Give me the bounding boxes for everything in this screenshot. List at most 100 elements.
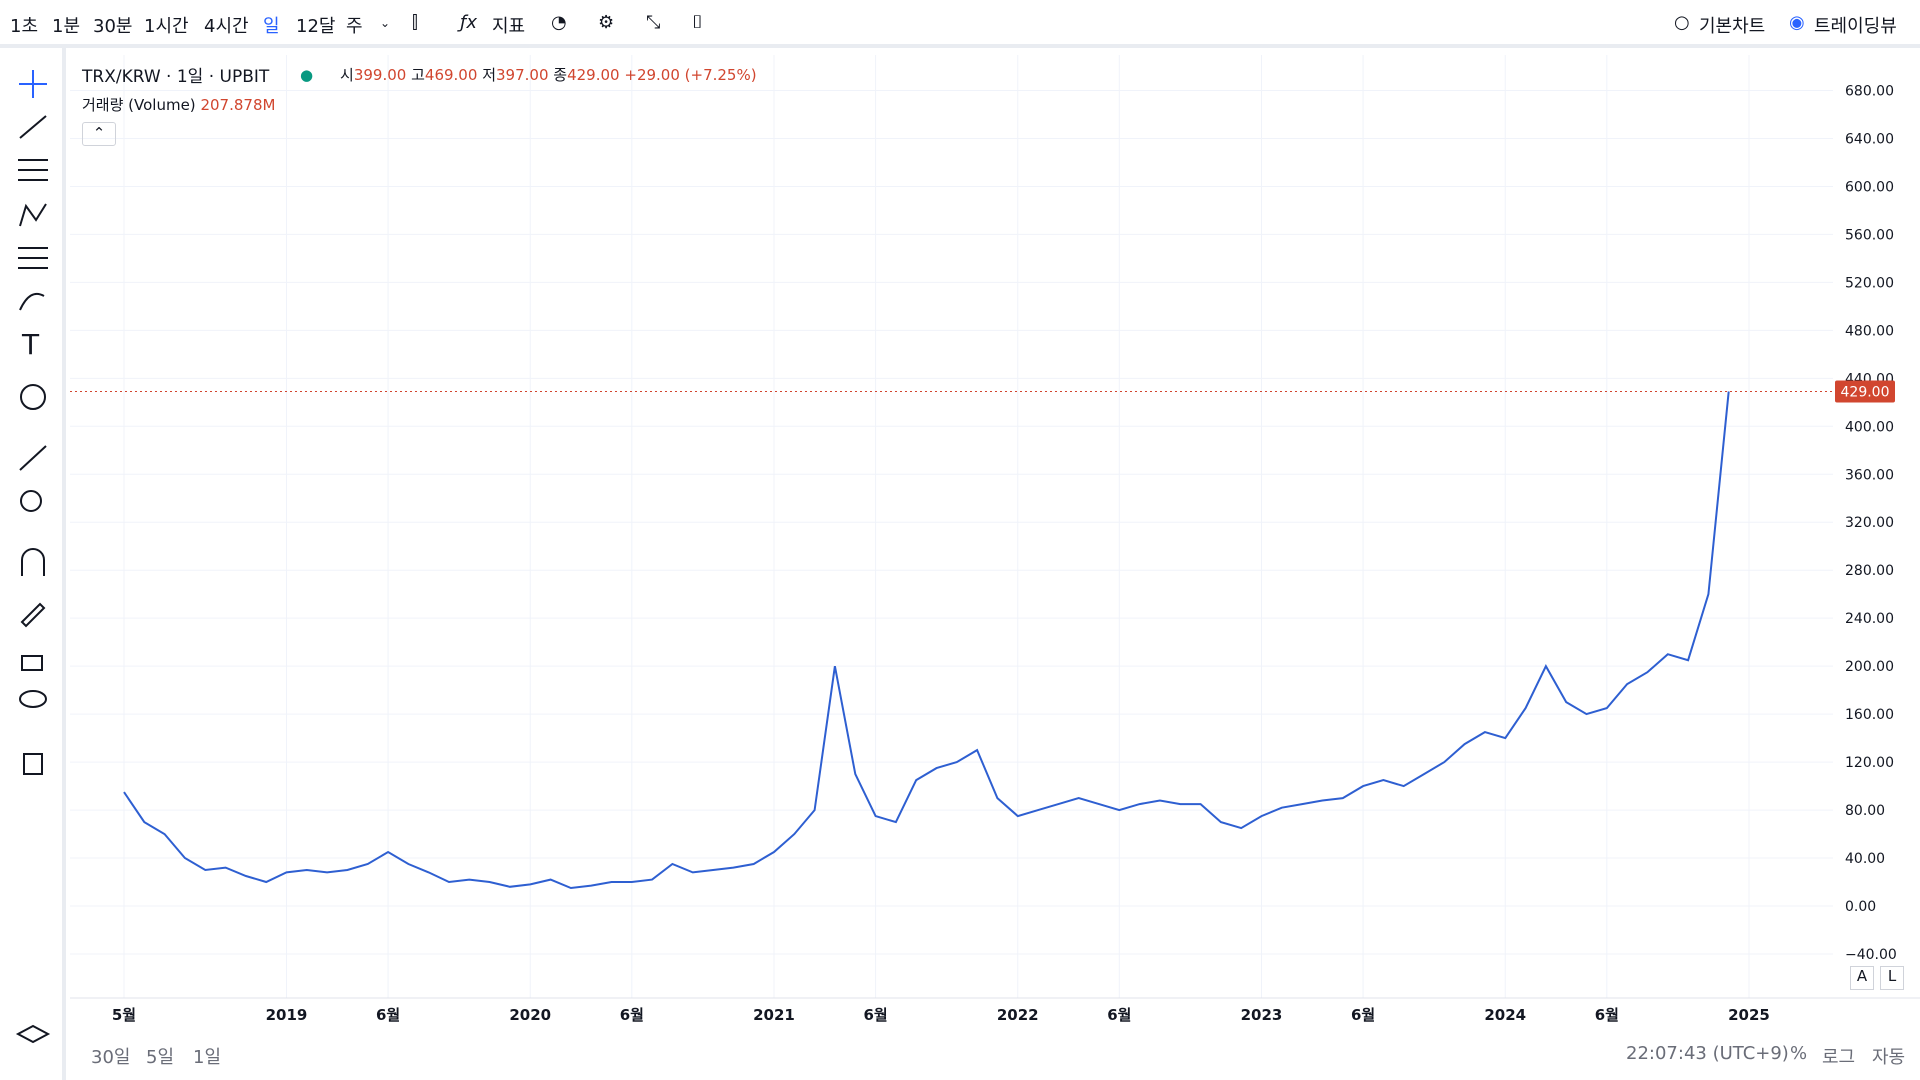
volume-value: 207.878M <box>200 96 276 114</box>
top-toolbar: 1초 1분 30분 1시간 4시간 일 12달 주 ⌄ ⫿ ƒx 지표 ◔ ⚙ … <box>0 0 1920 48</box>
y-tick-label: 680.00 <box>1845 83 1894 99</box>
x-tick-label: 6월 <box>1107 1006 1131 1024</box>
x-tick-label: 5월 <box>112 1006 136 1024</box>
y-tick-label: 320.00 <box>1845 515 1894 531</box>
interval[interactable]: 4시간 <box>204 16 249 37</box>
last-price-tag <box>1835 380 1895 403</box>
x-tick-label: 2020 <box>509 1006 551 1024</box>
y-tick-label: 280.00 <box>1845 563 1894 579</box>
interval[interactable]: 1시간 <box>144 16 189 37</box>
crosshair[interactable] <box>19 70 47 98</box>
range[interactable]: 5일 <box>146 1047 175 1068</box>
object-tree[interactable] <box>15 1024 51 1044</box>
tool-icons: T <box>15 70 51 1044</box>
symbol: TRX/KRW · 1일 · UPBIT <box>82 67 270 87</box>
hide-tool[interactable] <box>19 690 47 708</box>
x-tick-label: 2019 <box>266 1006 308 1024</box>
range[interactable]: 30일 <box>91 1047 131 1068</box>
left-toolbar: T <box>0 48 66 1080</box>
mode[interactable]: 기본차트 <box>1699 16 1766 37</box>
close: 429.00 <box>567 66 620 84</box>
low-label: 저 <box>482 66 496 84</box>
close-label: 종 <box>553 66 568 84</box>
open-label: 시 <box>340 66 354 84</box>
y-tick-label: 400.00 <box>1845 419 1894 435</box>
scale-button[interactable]: L <box>1880 966 1904 990</box>
lock-drawing-tool[interactable] <box>20 602 46 628</box>
x-tick-label: 2025 <box>1728 1006 1770 1024</box>
pattern-tool[interactable] <box>19 203 47 227</box>
ruler-tool[interactable] <box>19 445 47 471</box>
log-toggle[interactable]: 로그 <box>1822 1047 1856 1068</box>
y-tick-label: 120.00 <box>1845 755 1894 771</box>
range[interactable]: 1일 <box>193 1047 222 1068</box>
trendline-tool[interactable] <box>19 115 47 139</box>
delete-tool[interactable] <box>23 753 43 775</box>
emoji-tool[interactable] <box>20 384 46 410</box>
zoom-tool[interactable] <box>20 490 42 512</box>
y-tick-label: 0.00 <box>1845 899 1876 915</box>
clock: 22:07:43 (UTC+9) <box>1626 1043 1789 1064</box>
text-tool[interactable]: T <box>21 328 40 361</box>
volume: 거래량 (Volume) 207.878M <box>82 94 275 115</box>
radio[interactable]: ○ <box>1674 12 1690 33</box>
x-tick-label: 6월 <box>1595 1006 1619 1024</box>
settings-icon[interactable]: ⚙ <box>598 12 615 33</box>
interval[interactable]: 30분 <box>93 16 133 37</box>
last-price-label: 429.00 <box>1841 385 1890 401</box>
interval[interactable]: 주 <box>346 16 363 37</box>
x-tick-label: 2023 <box>1241 1006 1283 1024</box>
chart-type-icon[interactable]: ⫿ <box>412 12 418 33</box>
x-tick-label: 2024 <box>1484 1006 1526 1024</box>
open: 399.00 <box>353 66 407 84</box>
compare-icon[interactable]: ◔ <box>551 12 567 33</box>
y-tick-label: 600.00 <box>1845 179 1894 195</box>
lock-tool[interactable] <box>21 655 43 671</box>
x-tick-label: 6월 <box>1351 1006 1375 1024</box>
brush-tool[interactable] <box>19 292 45 311</box>
y-tick-label: 80.00 <box>1845 803 1885 819</box>
magnet-tool[interactable] <box>21 548 45 576</box>
y-tick-label: 240.00 <box>1845 611 1894 627</box>
x-tick-label: 6월 <box>376 1006 400 1024</box>
indicators[interactable]: 지표 <box>492 16 526 37</box>
status-dot: ● <box>300 66 314 84</box>
y-tick-label: 640.00 <box>1845 131 1894 147</box>
low: 397.00 <box>496 66 549 84</box>
interval[interactable]: 일 <box>263 16 280 37</box>
percent-toggle[interactable]: % <box>1790 1043 1808 1064</box>
y-tick-label: 360.00 <box>1845 467 1894 483</box>
radio[interactable]: ◉ <box>1789 12 1805 33</box>
bottom-bar: 30일 5일 1일 22:07:43 (UTC+9) % 로그 자동 <box>66 1032 1920 1080</box>
change: +29.00 (+7.25%) <box>624 66 757 84</box>
y-tick-label: 200.00 <box>1845 659 1894 675</box>
fib-tool[interactable] <box>18 159 48 181</box>
auto-toggle[interactable]: 자동 <box>1872 1047 1906 1068</box>
fullscreen-icon[interactable]: ⤡ <box>646 12 661 33</box>
y-tick-label: 160.00 <box>1845 707 1894 723</box>
fx-icon[interactable]: ƒx <box>460 12 477 33</box>
y-tick-label: 560.00 <box>1845 227 1894 243</box>
volume-label: 거래량 (Volume) <box>82 96 196 114</box>
y-tick-label: −40.00 <box>1845 947 1897 963</box>
high-label: 고 <box>411 66 425 84</box>
forecast-tool[interactable] <box>18 247 48 269</box>
y-tick-label: 480.00 <box>1845 323 1894 339</box>
mode[interactable]: 트레이딩뷰 <box>1814 16 1897 37</box>
interval[interactable]: 1초 <box>10 16 39 37</box>
interval[interactable]: 1분 <box>52 16 81 37</box>
x-tick-label: 6월 <box>863 1006 887 1024</box>
x-tick-label: 6월 <box>620 1006 644 1024</box>
scale-button[interactable]: A <box>1850 966 1874 990</box>
x-tick-label: 2022 <box>997 1006 1039 1024</box>
ohlc: 시399.00 고469.00 저397.00 종429.00 +29.00 (… <box>340 64 757 85</box>
y-tick-label: 40.00 <box>1845 851 1885 867</box>
y-tick-label: 520.00 <box>1845 275 1894 291</box>
collapse-button[interactable]: ⌃ <box>82 122 116 146</box>
interval[interactable]: 12달 <box>296 16 336 37</box>
snapshot-icon[interactable]: ⌷ <box>692 12 703 33</box>
dropdown[interactable]: ⌄ <box>380 16 391 30</box>
price-line <box>123 391 1730 890</box>
